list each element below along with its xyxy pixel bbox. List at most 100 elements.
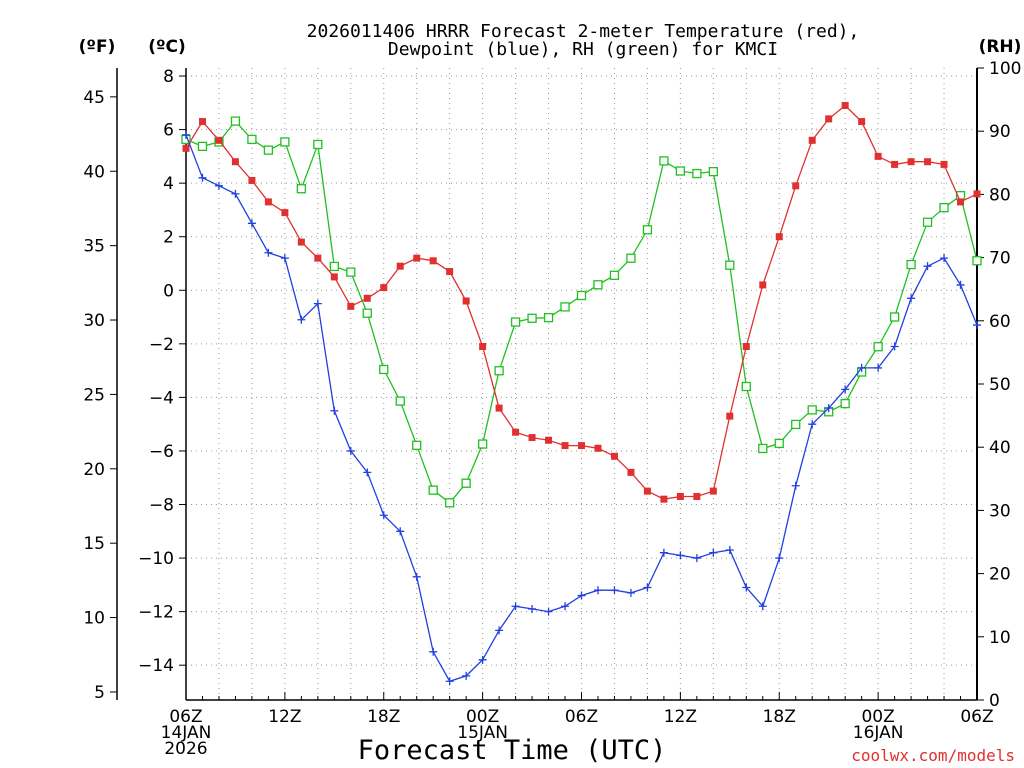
celsius-tick-label: 0 [163,281,174,301]
x-tick-label: 18Z [763,707,796,727]
data-point [495,626,504,635]
x-tick-label: 18Z [367,707,400,727]
series-2-meter-temperature [182,101,981,503]
series-layer [181,101,982,686]
data-point [412,440,422,450]
data-point [824,404,833,413]
fahrenheit-tick-label: 15 [83,534,105,554]
celsius-tick-label: −8 [149,496,174,516]
data-point [577,591,586,600]
data-point [874,152,882,160]
data-point [462,671,471,680]
data-point [445,498,455,508]
data-point [528,434,536,442]
data-point [907,294,916,303]
data-point [940,254,949,263]
data-point [627,468,635,476]
fahrenheit-tick-label: 20 [83,460,105,480]
data-point [281,209,289,217]
fahrenheit-tick-label: 5 [94,683,105,703]
data-point [890,342,899,351]
data-point [280,254,289,263]
celsius-tick-label: 4 [163,174,174,194]
data-point [379,364,389,375]
celsius-tick-label: −12 [138,603,174,623]
data-point [675,166,686,176]
data-point [544,607,553,616]
data-point [643,487,651,495]
data-point [840,398,850,409]
data-point [594,444,602,452]
data-point [643,583,652,592]
data-point [973,321,981,330]
data-point [263,145,274,155]
data-point [248,176,256,184]
data-point [758,443,768,454]
data-point [791,419,801,430]
rh-unit-label: (RH) [979,37,1022,57]
data-point [791,481,800,490]
x-tick-label: 06Z [169,707,202,727]
series-rh [181,116,982,508]
data-point [642,225,653,235]
fahrenheit-unit-label: (ºF) [79,37,116,57]
data-point [395,396,405,406]
data-point [446,268,454,276]
data-point [528,604,537,613]
data-point [593,280,603,290]
data-point [742,343,750,351]
data-point [527,313,537,323]
data-point [231,158,239,166]
x-axis-label: Forecast Time (UTC) [358,735,667,766]
data-point [610,586,619,595]
rh-tick-label: 40 [989,438,1011,458]
fahrenheit-tick-label: 30 [83,311,105,331]
data-point [296,184,307,194]
data-point [709,487,717,495]
celsius-tick-label: 2 [163,228,174,248]
data-point [857,363,866,372]
celsius-tick-label: 8 [163,67,174,87]
x-tick-label: 00Z [466,707,499,727]
data-point [626,253,636,263]
data-point [693,492,701,500]
x-tick-label: 14JAN [161,723,212,743]
data-point [808,136,816,144]
x-tick-label: 2026 [164,739,207,759]
data-point [462,297,470,305]
x-tick-label: 06Z [565,707,598,727]
data-point [922,217,933,227]
data-point [297,238,305,246]
tick-labels: 86420−2−4−6−8−10−12−14454035302520151051… [83,59,1021,759]
rh-tick-label: 100 [989,59,1021,79]
data-point [511,602,520,611]
data-point [774,438,784,449]
data-point [182,144,190,152]
data-point [461,478,471,488]
data-point [346,267,356,277]
data-point [775,554,784,563]
data-point [197,141,208,152]
x-tick-label: 16JAN [853,723,904,743]
data-point [973,190,981,198]
data-point [874,363,883,372]
data-point [906,259,916,270]
celsius-tick-label: 6 [163,121,174,141]
data-point [873,342,883,352]
data-point [578,442,585,450]
data-point [923,262,932,271]
data-point [725,546,734,555]
data-point [889,312,900,322]
fahrenheit-tick-label: 40 [83,162,105,182]
data-point [479,343,487,351]
data-point [742,583,751,592]
data-point [363,468,372,477]
data-point [413,254,421,262]
rh-tick-label: 20 [989,565,1011,585]
data-point [972,256,982,266]
data-point [346,446,355,455]
data-point [775,233,783,241]
data-point [198,173,207,182]
data-point [329,261,339,272]
data-point [363,294,371,302]
